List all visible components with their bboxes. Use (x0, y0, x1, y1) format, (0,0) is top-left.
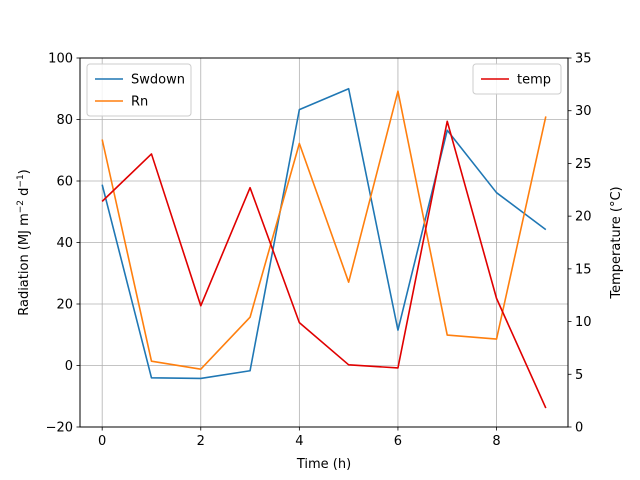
y-right-tick-label: 10 (575, 315, 592, 330)
series-line-swdown (101, 87, 547, 380)
series-layer (101, 87, 547, 409)
y-right-tick-label: 20 (575, 210, 592, 225)
y-left-tick-label: 60 (56, 175, 73, 190)
x-tick-label: 2 (197, 434, 205, 449)
legend-box (86, 63, 192, 117)
ticks: 0 2 4 6 8 −20 0 20 40 60 80 100 0 5 10 15 20 25 30 35 (46, 52, 592, 450)
y-right-tick-label: 0 (575, 421, 583, 436)
y-axis-left-label: Radiation (MJ m−2 d−1) (16, 169, 32, 316)
x-tick-label: 0 (98, 434, 106, 449)
y-left-tick-label: 20 (56, 298, 73, 313)
y-axis-right-label: Temperature (°C) (609, 186, 624, 299)
x-tick-label: 6 (394, 434, 402, 449)
y-right-tick-label: 25 (575, 157, 592, 172)
y-right-tick-label: 30 (575, 104, 592, 119)
legend-right: temp (472, 63, 562, 95)
legend-box (472, 63, 562, 95)
y-right-tick-label: 5 (575, 368, 583, 383)
legend-label-temp: temp (517, 73, 551, 88)
y-left-tick-label: −20 (46, 421, 73, 436)
legend-left: Swdown Rn (86, 63, 192, 117)
y-left-tick-label: 0 (65, 359, 73, 374)
legend-label-rn: Rn (131, 95, 148, 110)
y-left-tick-label: 40 (56, 236, 73, 251)
x-tick-label: 8 (492, 434, 500, 449)
x-tick-label: 4 (295, 434, 303, 449)
y-right-tick-label: 35 (575, 52, 592, 67)
y-left-tick-label: 100 (48, 52, 73, 67)
y-right-tick-label: 15 (575, 262, 592, 277)
y-left-tick-label: 80 (56, 113, 73, 128)
x-axis-label: Time (h) (296, 457, 351, 472)
legend-label-swdown: Swdown (131, 73, 185, 88)
series-line-temp (101, 120, 547, 409)
series-line-rn (101, 90, 547, 370)
